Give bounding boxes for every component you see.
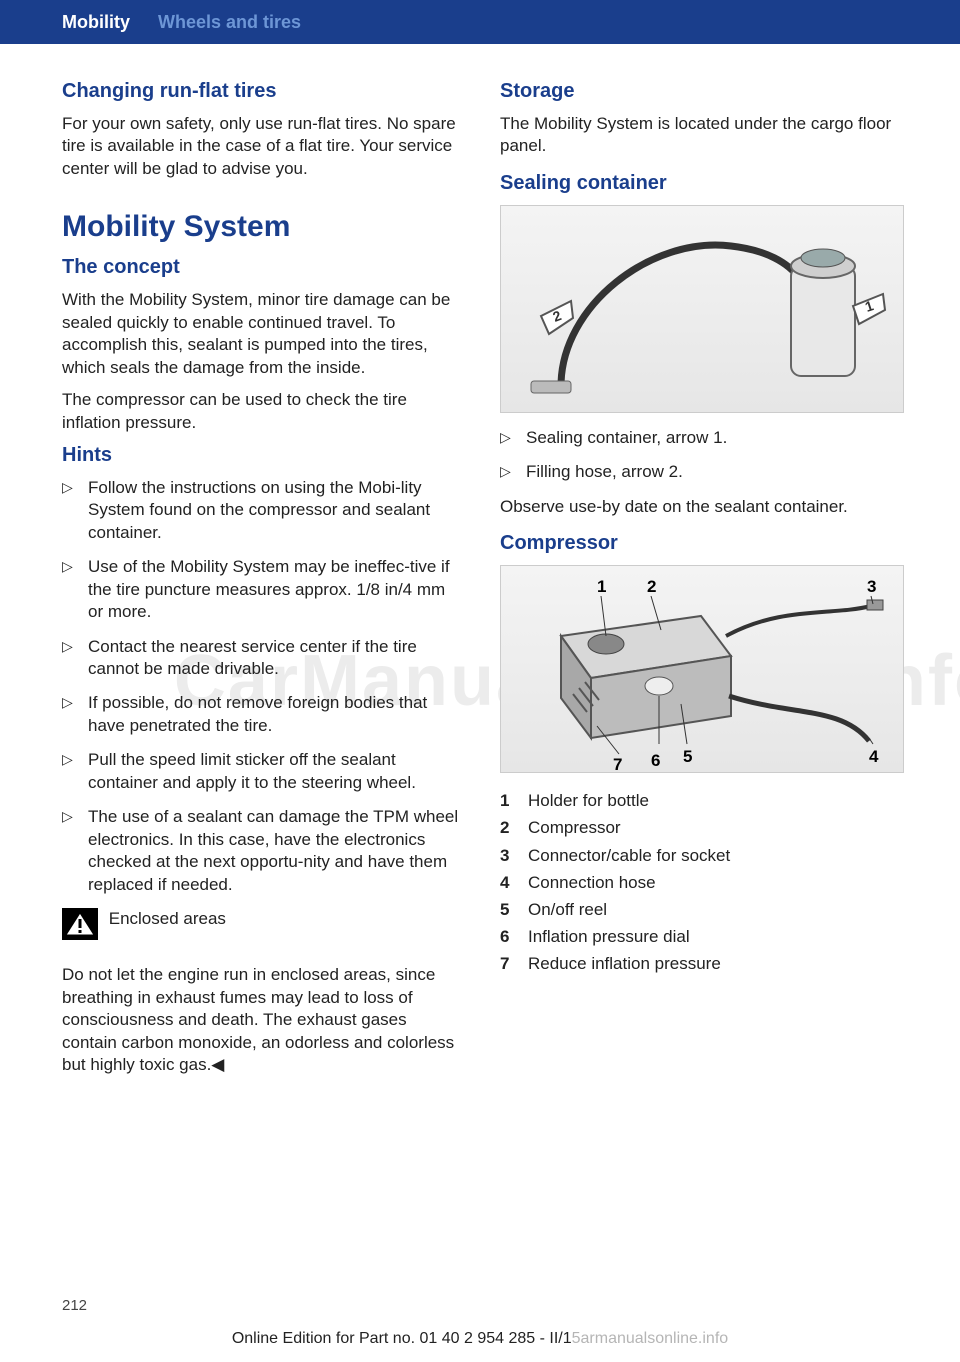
heading-storage: Storage: [500, 80, 904, 103]
edition-watermark-tail: 5armanualsonline.info: [572, 1330, 729, 1347]
legend-text: On/off reel: [528, 896, 607, 923]
svg-text:1: 1: [597, 577, 606, 596]
warning-icon: [62, 908, 98, 940]
legend-num: 3: [500, 842, 516, 869]
warning-title: Enclosed areas: [109, 909, 226, 928]
legend-text: Connector/cable for socket: [528, 842, 730, 869]
left-column: Changing run-flat tires For your own saf…: [62, 80, 464, 1087]
sealing-list: Sealing container, arrow 1. Filling hose…: [500, 427, 904, 484]
page-number: 212: [62, 1297, 87, 1314]
sealing-item: Sealing container, arrow 1.: [500, 427, 904, 449]
edition-text: Online Edition for Part no. 01 40 2 954 …: [232, 1330, 572, 1347]
legend-num: 5: [500, 896, 516, 923]
legend-num: 2: [500, 814, 516, 841]
legend-text: Holder for bottle: [528, 787, 649, 814]
legend-num: 4: [500, 869, 516, 896]
legend-text: Connection hose: [528, 869, 656, 896]
svg-text:7: 7: [613, 755, 622, 774]
header-bar: Mobility Wheels and tires: [0, 0, 960, 44]
legend-item: 2 Compressor: [500, 814, 904, 841]
legend-num: 6: [500, 923, 516, 950]
compressor-legend: 1 Holder for bottle 2 Compressor 3 Connecto…: [500, 787, 904, 977]
legend-item: 6 Inflation pressure dial: [500, 923, 904, 950]
edition-line: Online Edition for Part no. 01 40 2 954 …: [0, 1330, 960, 1348]
warning-block: Enclosed areas: [62, 908, 464, 968]
svg-text:2: 2: [647, 577, 656, 596]
legend-item: 4 Connection hose: [500, 869, 904, 896]
hint-item: If possible, do not remove foreign bodie…: [62, 692, 464, 737]
heading-sealing-container: Sealing container: [500, 172, 904, 195]
para-changing-tires: For your own safety, only use run-flat t…: [62, 113, 464, 180]
svg-text:5: 5: [683, 747, 692, 766]
sealing-item: Filling hose, arrow 2.: [500, 461, 904, 483]
para-observe: Observe use-by date on the sealant conta…: [500, 496, 904, 518]
footer: 212 Online Edition for Part no. 01 40 2 …: [0, 1298, 960, 1362]
svg-text:6: 6: [651, 751, 660, 770]
heading-mobility-system: Mobility System: [62, 210, 464, 244]
legend-text: Reduce inflation pressure: [528, 950, 721, 977]
para-concept-2: The compressor can be used to check the …: [62, 389, 464, 434]
legend-item: 3 Connector/cable for socket: [500, 842, 904, 869]
hint-item: Pull the speed limit sticker off the sea…: [62, 749, 464, 794]
hint-item: Contact the nearest service center if th…: [62, 636, 464, 681]
heading-the-concept: The concept: [62, 256, 464, 279]
hints-list: Follow the instructions on using the Mob…: [62, 477, 464, 896]
legend-text: Compressor: [528, 814, 621, 841]
hint-item: Use of the Mobility System may be ineffe…: [62, 556, 464, 623]
warning-body: Do not let the engine run in enclosed ar…: [62, 964, 464, 1076]
heading-compressor: Compressor: [500, 532, 904, 555]
header-tab-wheels: Wheels and tires: [158, 12, 301, 33]
legend-text: Inflation pressure dial: [528, 923, 690, 950]
para-concept-1: With the Mobility System, minor tire dam…: [62, 289, 464, 379]
heading-changing-tires: Changing run-flat tires: [62, 80, 464, 103]
legend-item: 7 Reduce inflation pressure: [500, 950, 904, 977]
header-tab-mobility: Mobility: [62, 12, 130, 33]
hint-item: The use of a sealant can damage the TPM …: [62, 806, 464, 896]
legend-num: 7: [500, 950, 516, 977]
svg-text:3: 3: [867, 577, 876, 596]
hint-item: Follow the instructions on using the Mob…: [62, 477, 464, 544]
right-column: Storage The Mobility System is located u…: [500, 80, 904, 1087]
page-content: Changing run-flat tires For your own saf…: [0, 44, 960, 1087]
heading-hints: Hints: [62, 444, 464, 467]
para-storage: The Mobility System is located under the…: [500, 113, 904, 158]
legend-item: 5 On/off reel: [500, 896, 904, 923]
figure-compressor: 1 2 3 4 5 6 7: [500, 565, 904, 773]
svg-text:4: 4: [869, 747, 879, 766]
figure-sealing-container: 2 1: [500, 205, 904, 413]
legend-num: 1: [500, 787, 516, 814]
legend-item: 1 Holder for bottle: [500, 787, 904, 814]
